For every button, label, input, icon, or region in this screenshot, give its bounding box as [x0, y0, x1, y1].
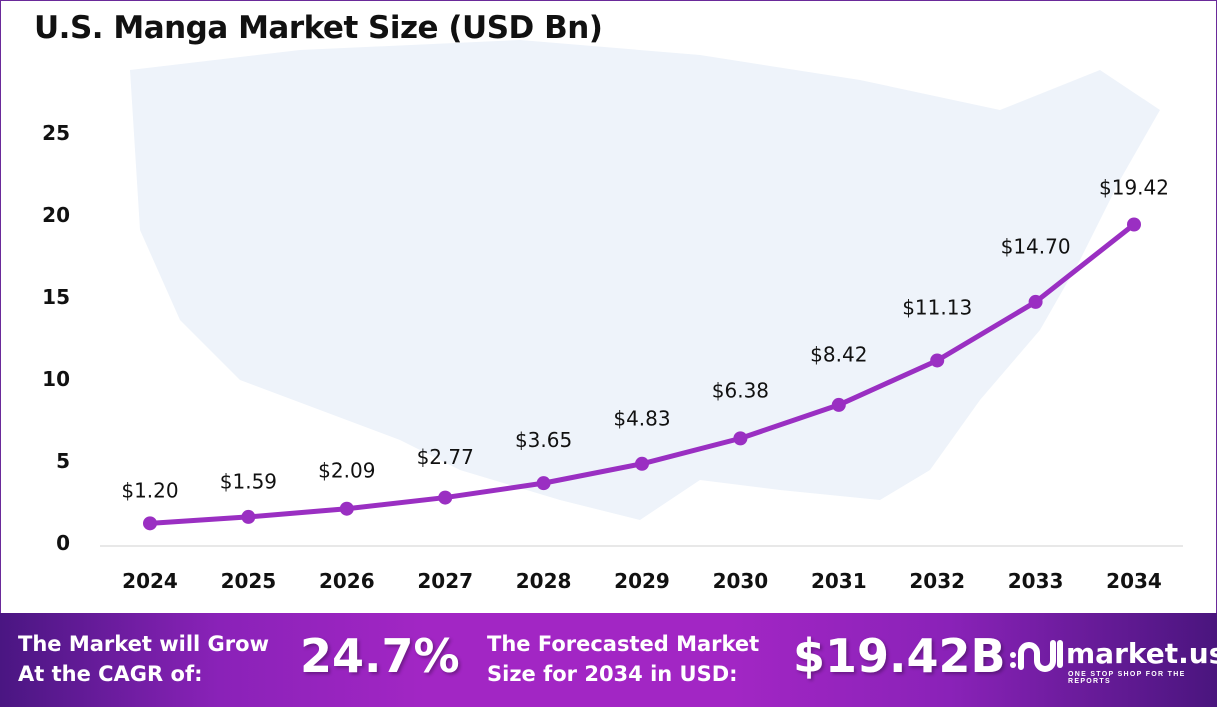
data-point	[1127, 217, 1141, 232]
cagr-text-line1: The Market will Grow	[18, 632, 269, 656]
data-point	[733, 431, 748, 446]
x-tick-label: 2024	[122, 569, 178, 593]
y-tick-label: 15	[42, 285, 70, 309]
y-tick-label: 20	[42, 203, 70, 227]
data-point	[241, 509, 256, 524]
x-tick-label: 2032	[909, 569, 965, 593]
x-tick-label: 2031	[811, 569, 867, 593]
cagr-text-line2: At the CAGR of:	[18, 662, 203, 686]
data-point	[635, 456, 649, 471]
y-tick-label: 5	[56, 449, 70, 473]
x-tick-label: 2028	[516, 569, 572, 593]
x-tick-label: 2027	[417, 569, 473, 593]
data-point	[930, 353, 945, 368]
cagr-value: 24.7%	[300, 629, 460, 683]
x-tick-label: 2029	[614, 569, 670, 593]
x-tick-label: 2030	[713, 569, 769, 593]
y-tick-label: 25	[42, 121, 70, 145]
data-point	[831, 397, 846, 412]
us-map-background	[130, 40, 1160, 520]
x-tick-label: 2034	[1106, 569, 1162, 593]
data-label: $14.70	[1001, 234, 1071, 258]
data-point	[143, 516, 157, 531]
forecast-text-line2: Size for 2034 in USD:	[487, 662, 738, 686]
data-label: $2.09	[318, 459, 375, 483]
data-label: $1.20	[121, 478, 178, 502]
logo-tagline: ONE STOP SHOP FOR THE REPORTS	[1068, 671, 1186, 685]
chart-title: U.S. Manga Market Size (USD Bn)	[34, 10, 603, 46]
x-tick-label: 2033	[1008, 569, 1064, 593]
data-point	[339, 501, 354, 516]
data-point	[1028, 294, 1043, 309]
data-label: $2.77	[417, 445, 474, 469]
data-label: $1.59	[220, 469, 277, 493]
footer-banner: The Market will Grow At the CAGR of: 24.…	[0, 613, 1217, 707]
data-label: $3.65	[515, 428, 572, 452]
data-point	[438, 490, 453, 505]
data-label: $4.83	[613, 406, 670, 430]
x-tick-label: 2026	[319, 569, 375, 593]
logo-name: market.us	[1066, 637, 1217, 670]
forecast-value: $19.42B	[793, 629, 1006, 683]
y-tick-label: 10	[42, 367, 70, 391]
data-label: $6.38	[712, 378, 769, 402]
data-point	[536, 476, 551, 491]
forecast-text-line1: The Forecasted Market	[487, 632, 760, 656]
y-tick-label: 0	[56, 531, 70, 555]
market-us-logo-icon	[1010, 640, 1063, 672]
data-label: $11.13	[902, 295, 972, 319]
x-tick-label: 2025	[221, 569, 277, 593]
data-label: $19.42	[1099, 176, 1169, 200]
data-label: $8.42	[810, 342, 867, 366]
